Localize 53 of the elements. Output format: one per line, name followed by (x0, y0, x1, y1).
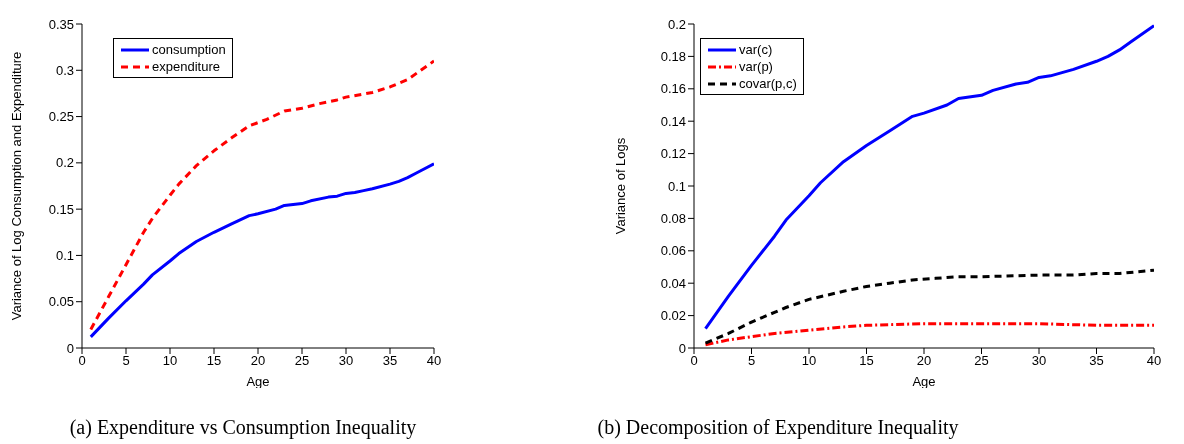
y-tick-label: 0.1 (55, 248, 74, 264)
x-tick-label: 5 (122, 353, 130, 369)
legend-label: expenditure (152, 58, 220, 75)
y-tick-label: 0.1 (667, 178, 686, 194)
x-tick-label: 15 (206, 353, 222, 369)
y-tick-label: 0.06 (660, 243, 686, 259)
x-tick-label: 0 (78, 353, 86, 369)
y-axis-title: Variance of Logs (612, 137, 628, 235)
x-tick-label: 25 (294, 353, 310, 369)
x-tick-label: 15 (859, 353, 874, 369)
x-tick-label: 0 (690, 353, 698, 369)
text: (a) Expenditure vs Consumption Inequality (68, 416, 418, 439)
x-axis-title: Age (246, 374, 270, 389)
x-tick-label: 20 (916, 353, 932, 369)
y-tick-label: 0.04 (660, 275, 686, 291)
y-tick-label: 0.05 (48, 294, 74, 310)
legend-label: consumption (152, 41, 226, 58)
y-tick-label: 0.2 (55, 155, 74, 171)
y-tick-label: 0.25 (48, 109, 74, 125)
x-tick-label: 20 (250, 353, 266, 369)
y-tick-label: 0.35 (48, 16, 74, 32)
legend-label: covar(p,c) (739, 75, 797, 92)
line-series (704, 24, 1154, 331)
x-tick-label: 10 (162, 353, 178, 369)
line-series (89, 59, 434, 331)
y-axis-title: Variance of Log Consumption and Expenditure (8, 51, 24, 321)
y-tick-label: 0.18 (660, 49, 686, 65)
x-tick-label: 35 (1089, 353, 1104, 369)
line-series (704, 322, 1154, 347)
legend-label: var(p) (739, 58, 773, 75)
line-series (89, 162, 434, 339)
x-tick-label: 30 (1031, 353, 1047, 369)
x-tick-label: 40 (426, 353, 442, 369)
y-tick-label: 0.15 (48, 201, 74, 217)
x-tick-label: 30 (338, 353, 354, 369)
x-tick-label: 40 (1146, 353, 1162, 369)
legend-label: var(c) (739, 41, 773, 58)
text: (b) Decomposition of Expenditure Inequality (596, 416, 960, 439)
x-tick-label: 10 (801, 353, 817, 369)
y-tick-label: 0.3 (55, 62, 74, 78)
y-tick-label: 0.02 (660, 308, 686, 324)
y-tick-label: 0.12 (660, 146, 686, 162)
line-series (704, 268, 1154, 345)
y-tick-label: 0 (66, 340, 74, 356)
y-tick-label: 0.2 (667, 16, 686, 32)
x-tick-label: 35 (382, 353, 398, 369)
x-axis-title: Age (912, 374, 936, 389)
y-tick-label: 0 (678, 340, 686, 356)
x-tick-label: 25 (974, 353, 989, 369)
y-tick-label: 0.08 (660, 211, 686, 227)
y-tick-label: 0.14 (660, 113, 686, 129)
y-tick-label: 0.16 (660, 81, 686, 97)
x-tick-label: 5 (747, 353, 756, 369)
